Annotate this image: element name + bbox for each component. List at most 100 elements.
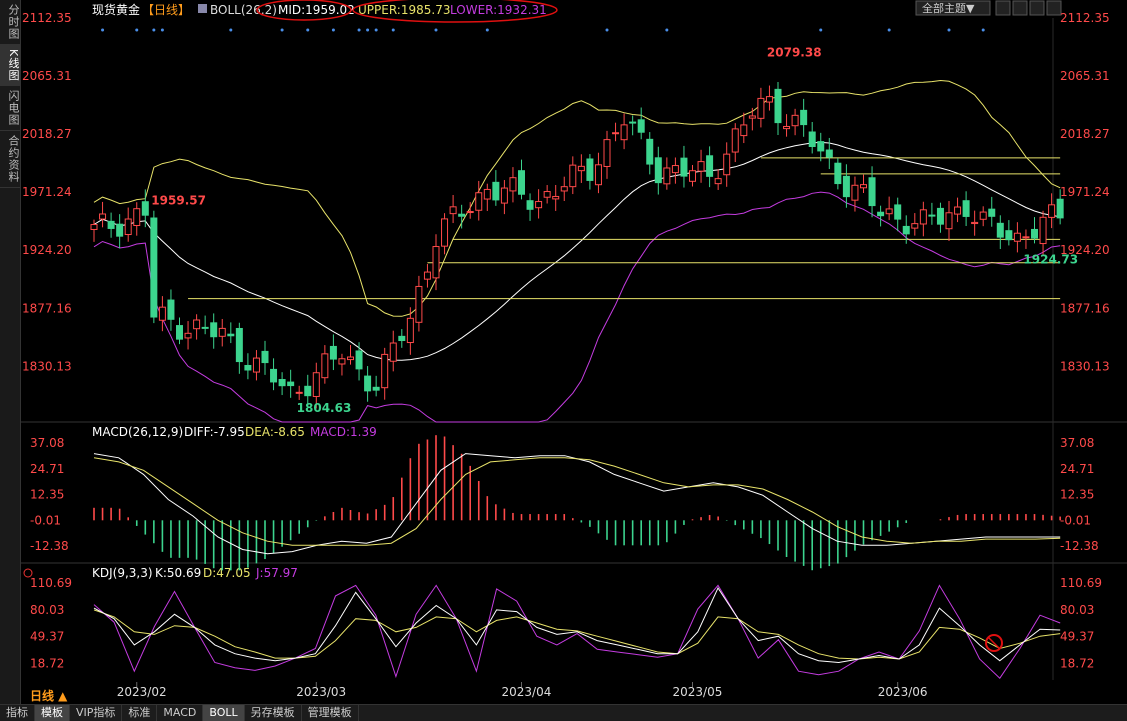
candle-body (235, 327, 243, 363)
candle-body (979, 211, 987, 220)
candle-body (372, 386, 380, 391)
toolbar-tab-2[interactable]: VIP指标 (70, 705, 123, 721)
candle-body (919, 209, 927, 225)
candle-body (458, 213, 466, 217)
candle-body (278, 379, 286, 387)
toolbar-tab-0[interactable]: 指标 (0, 705, 35, 721)
macd-tick-right: 24.71 (1060, 462, 1094, 476)
step-forward-icon[interactable] (1029, 0, 1045, 16)
candle-body (936, 207, 944, 225)
candle-body (364, 375, 372, 392)
candle-body (988, 208, 996, 217)
toolbar-tab-3[interactable]: 标准 (122, 705, 158, 721)
price-tick-left: 2065.31 (22, 69, 72, 83)
candle-body (971, 221, 979, 225)
candle-body (689, 170, 696, 182)
candle-body (295, 391, 303, 394)
macd-value: MACD:1.39 (310, 425, 377, 439)
date-tick-2: 2023/04 (502, 685, 552, 699)
toolbar-tab-5[interactable]: BOLL (203, 705, 245, 721)
candle-body (731, 128, 739, 153)
candle-body (860, 184, 867, 189)
macd-diff: DIFF:-7.95 (184, 425, 245, 439)
event-dot (101, 28, 105, 32)
kdj-d-line (93, 609, 1061, 660)
price-tick-left: 2018.27 (22, 127, 72, 141)
candle-body (765, 96, 773, 103)
candle-body (133, 208, 141, 227)
step-back-icon[interactable] (1012, 0, 1028, 16)
candle-body (193, 319, 201, 330)
period-label[interactable]: 日线 ▲ (30, 689, 68, 703)
close-icon[interactable] (1046, 0, 1062, 16)
candle-body (774, 88, 782, 124)
candle-body (851, 184, 859, 201)
candle-body (184, 332, 192, 339)
candle-body (928, 214, 936, 217)
candle-body (902, 225, 910, 235)
candle-body (449, 206, 457, 215)
price-tick-right: 2018.27 (1060, 127, 1110, 141)
candle-body (577, 165, 585, 172)
boll-name: BOLL(26,2) (210, 3, 277, 17)
macd-tick-right: 12.35 (1060, 488, 1094, 502)
toolbar-tab-7[interactable]: 管理模板 (302, 705, 359, 721)
price-tick-right: 1877.16 (1060, 301, 1110, 315)
sidebar-item-kline[interactable]: K线图 (0, 45, 20, 87)
candle-body (500, 187, 508, 204)
instrument-name: 现货黄金 (92, 2, 140, 17)
kdj-settings-icon[interactable] (23, 568, 33, 578)
candle-body (868, 177, 876, 207)
candle-body (1031, 228, 1038, 239)
candle-body (740, 124, 748, 137)
candle-body (552, 195, 560, 200)
candle-body (347, 356, 354, 361)
sidebar-item-flash[interactable]: 闪电图 (0, 86, 20, 132)
candle-body (680, 157, 688, 177)
macd-name: MACD(26,12,9) (92, 425, 183, 439)
candle-body (90, 224, 98, 230)
kdj-tick-left: 49.37 (30, 630, 64, 644)
kline-chart[interactable]: 现货黄金 【日线】 BOLL(26,2) MID:1959.02 UPPER:1… (20, 0, 1127, 704)
candle-body (423, 271, 431, 280)
sidebar-item-timeshare[interactable]: 分时图 (0, 0, 20, 45)
candle-body (167, 299, 175, 320)
candle-body (834, 162, 842, 185)
toolbar-tab-6[interactable]: 另存模板 (245, 705, 302, 721)
candle-body (962, 200, 970, 217)
candle-body (791, 114, 799, 127)
price-annotation-1: 1804.63 (297, 401, 352, 415)
event-dot (306, 28, 310, 32)
candle-body (124, 218, 132, 236)
candle-body (116, 223, 124, 237)
sidebar-item-contract-info[interactable]: 合约资料 (0, 131, 20, 189)
candle-body (783, 125, 791, 130)
candle-body (996, 222, 1004, 238)
candle-body (441, 218, 449, 247)
candle-body (270, 368, 278, 383)
candle-body (842, 175, 850, 198)
candle-body (158, 306, 166, 321)
toolbar-tab-4[interactable]: MACD (157, 705, 204, 721)
event-dot (391, 28, 395, 32)
macd-tick-left: 37.08 (30, 436, 64, 450)
date-tick-3: 2023/05 (673, 685, 723, 699)
candle-body (466, 211, 474, 214)
toolbar: 指标 模板 VIP指标 标准 MACD BOLL 另存模板 管理模板 (0, 704, 1127, 721)
mark-tool-icon[interactable] (995, 0, 1011, 16)
candle-body (304, 385, 312, 397)
event-dot (434, 28, 438, 32)
candle-body (509, 177, 517, 192)
candle-body (945, 212, 953, 230)
kdj-tick-right: 110.69 (1060, 576, 1102, 590)
date-tick-4: 2023/06 (878, 685, 928, 699)
theme-button[interactable] (915, 0, 991, 16)
candle-body (475, 192, 483, 211)
candle-body (492, 181, 500, 201)
candle-body (723, 153, 731, 176)
toolbar-tab-1[interactable]: 模板 (35, 705, 70, 721)
date-tick-1: 2023/03 (296, 685, 346, 699)
indicator-icon[interactable] (198, 4, 207, 13)
price-tick-right: 2112.35 (1060, 11, 1110, 25)
candle-body (1039, 216, 1047, 245)
